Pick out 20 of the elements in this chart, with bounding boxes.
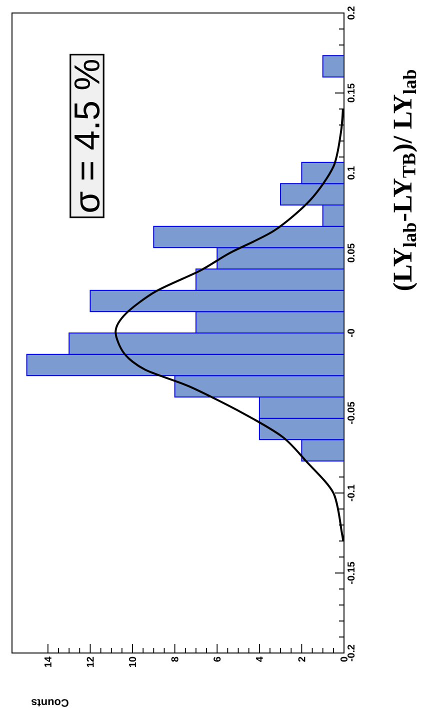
y-tick-label: -0: [348, 328, 355, 338]
x-tick-label: 8: [171, 656, 178, 662]
x-tick-label: 12: [86, 656, 94, 667]
y-axis-title: (LY$_{lab}$-LY$_{TB}$)/ LY$_{lab}$: [392, 70, 418, 290]
x-axis-title: Counts: [32, 699, 68, 707]
annotation: σ = 4.5 %: [74, 60, 100, 212]
y-tick-label: 0.15: [348, 84, 355, 102]
y-tick-label: 0.05: [348, 244, 355, 262]
x-tick-label: 2: [298, 656, 306, 662]
x-tick-label: 14: [44, 656, 52, 667]
y-tick-label: -0.1: [348, 484, 355, 502]
y-tick-label: 0.2: [348, 6, 355, 20]
x-tick-label: 0: [340, 656, 348, 662]
x-tick-label: 6: [214, 656, 221, 662]
y-tick-label: -0.05: [348, 402, 355, 424]
y-tick-label: -0.2: [348, 644, 355, 662]
x-tick-label: 10: [129, 656, 136, 667]
y-tick-label: 0.1: [348, 166, 355, 180]
y-tick-label: -0.15: [348, 562, 355, 584]
x-tick-label: 4: [256, 656, 263, 662]
